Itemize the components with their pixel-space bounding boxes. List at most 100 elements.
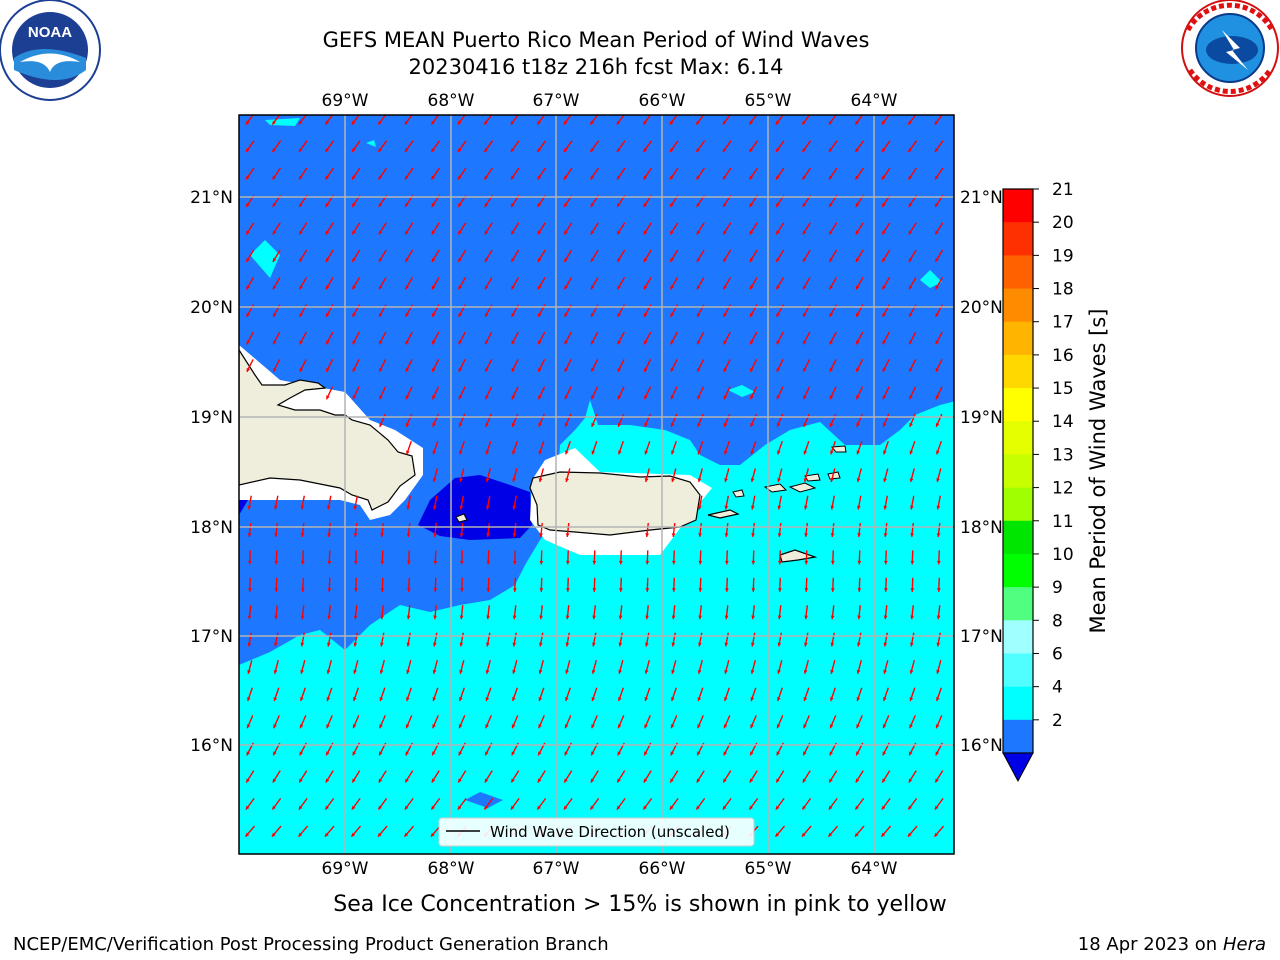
wave-direction-arrowhead (406, 505, 411, 510)
wave-direction-arrowhead (486, 533, 491, 537)
wave-direction-arrowhead (670, 422, 675, 427)
wave-direction-arrowhead (724, 588, 729, 592)
wave-direction-arrowhead (379, 669, 384, 674)
wave-direction-arrowhead (618, 588, 623, 592)
wave-direction-arrowhead (563, 120, 568, 125)
wave-direction-arrowhead (352, 724, 357, 729)
wave-direction-arrowhead (671, 450, 675, 455)
wave-direction-arrowhead (352, 751, 357, 756)
wave-direction-arrowhead (722, 148, 727, 153)
wave-direction-arrowhead (591, 312, 595, 317)
wave-direction-arrowhead (776, 285, 780, 290)
wave-direction-arrowhead (484, 175, 489, 180)
colorbar-tick-label: 2 (1052, 711, 1063, 731)
wave-direction-arrowhead (776, 395, 781, 400)
wave-direction-arrowhead (512, 642, 517, 647)
wave-direction-arrowhead (935, 778, 939, 783)
axis-ticks: 69°W 69°W 68°W 68°W 67°W 67°W 66°W 66°W 65°W 65°W… (190, 91, 1003, 879)
wave-direction-arrowhead (405, 203, 409, 208)
chart-title-line2: 20230416 t18z 216h fcst Max: 6.14 (409, 55, 784, 79)
wave-direction-arrowhead (936, 697, 940, 702)
wave-direction-arrowhead (855, 230, 860, 235)
wave-direction-arrowhead (273, 642, 278, 647)
wave-direction-arrowhead (591, 340, 595, 345)
wave-direction-arrowhead (617, 422, 622, 427)
lon-tick-bottom: 68°W (428, 859, 475, 879)
wave-direction-arrowhead (749, 257, 754, 262)
wave-direction-arrowhead (776, 257, 780, 262)
wave-direction-arrowhead (299, 257, 303, 262)
wave-direction-arrowhead (273, 669, 278, 674)
wave-direction-arrowhead (698, 560, 703, 565)
wave-direction-arrowhead (298, 805, 303, 810)
wave-direction-arrowhead (246, 367, 251, 372)
wave-direction-arrowhead (433, 560, 438, 565)
wave-direction-arrowhead (590, 257, 595, 262)
wave-direction-arrowhead (644, 450, 649, 455)
wave-direction-arrowhead (512, 697, 516, 702)
wave-direction-arrowhead (431, 230, 436, 235)
wave-direction-arrowhead (538, 422, 542, 427)
wave-direction-arrowhead (565, 450, 569, 455)
wave-direction-arrowhead (378, 778, 383, 783)
colorbar-tick-label: 16 (1052, 346, 1074, 366)
wave-direction-arrowhead (776, 312, 780, 317)
wave-direction-arrowhead (856, 422, 860, 427)
wave-direction-arrowhead (804, 615, 809, 620)
wave-direction-arrowhead (776, 751, 781, 756)
wave-direction-arrowhead (830, 588, 835, 592)
lat-tick-left: 16°N (190, 736, 233, 756)
wave-direction-arrowhead (749, 203, 754, 208)
wave-direction-arrowhead (433, 533, 438, 537)
wave-direction-arrowhead (459, 560, 464, 565)
colorbar-tick-label: 15 (1052, 379, 1074, 399)
wave-direction-arrowhead (510, 120, 515, 125)
wave-direction-arrowhead (511, 367, 516, 372)
wave-direction-arrowhead (907, 832, 912, 837)
wave-direction-arrowhead (882, 285, 886, 290)
wave-direction-arrowhead (431, 805, 435, 810)
land-virgin-islands (707, 509, 740, 519)
wave-direction-arrowhead (458, 312, 462, 317)
wave-direction-arrowhead (723, 422, 728, 427)
wave-direction-arrowhead (935, 230, 939, 235)
wave-direction-arrowhead (777, 450, 781, 455)
wave-direction-arrowhead (829, 367, 834, 372)
wave-direction-arrowhead (935, 395, 940, 400)
wave-direction-arrowhead (246, 175, 250, 180)
wave-direction-arrowhead (459, 669, 463, 674)
wave-direction-arrowhead (537, 120, 541, 125)
wave-direction-arrowhead (564, 422, 569, 427)
wave-direction-arrowhead (749, 148, 754, 153)
wave-direction-arrowhead (883, 642, 888, 647)
wave-direction-arrowhead (909, 751, 913, 756)
wave-direction-arrowhead (592, 615, 597, 620)
colorbar-segment (1003, 354, 1033, 389)
wave-direction-arrowhead (671, 478, 675, 482)
wave-direction-arrowhead (378, 805, 382, 810)
wave-direction-arrowhead (405, 724, 410, 729)
wave-direction-arrowhead (617, 395, 622, 400)
wave-direction-arrowhead (617, 203, 621, 208)
colorbar-segment (1003, 189, 1033, 223)
wave-direction-arrowhead (644, 642, 649, 647)
wave-direction-arrowhead (617, 724, 622, 729)
wave-direction-arrowhead (723, 751, 728, 756)
wave-direction-arrowhead (936, 505, 941, 510)
wave-direction-arrowhead (537, 148, 542, 153)
wave-direction-arrowhead (299, 312, 303, 317)
wave-direction-arrowhead (325, 203, 330, 208)
wave-direction-arrowhead (431, 120, 435, 125)
wave-direction-arrowhead (828, 805, 833, 810)
wave-direction-arrowhead (777, 642, 782, 647)
wave-direction-arrowhead (352, 175, 356, 180)
wave-period-4-6s-region (239, 400, 954, 854)
wave-direction-arrowhead (510, 148, 515, 153)
wave-direction-arrowhead (247, 533, 252, 537)
wave-direction-arrowhead (273, 312, 277, 317)
wave-direction-arrowhead (564, 285, 568, 290)
wave-direction-arrowhead (431, 285, 436, 290)
wave-direction-arrowhead (431, 148, 436, 153)
wave-direction-arrowhead (433, 615, 438, 620)
wave-direction-arrowhead (909, 367, 913, 372)
